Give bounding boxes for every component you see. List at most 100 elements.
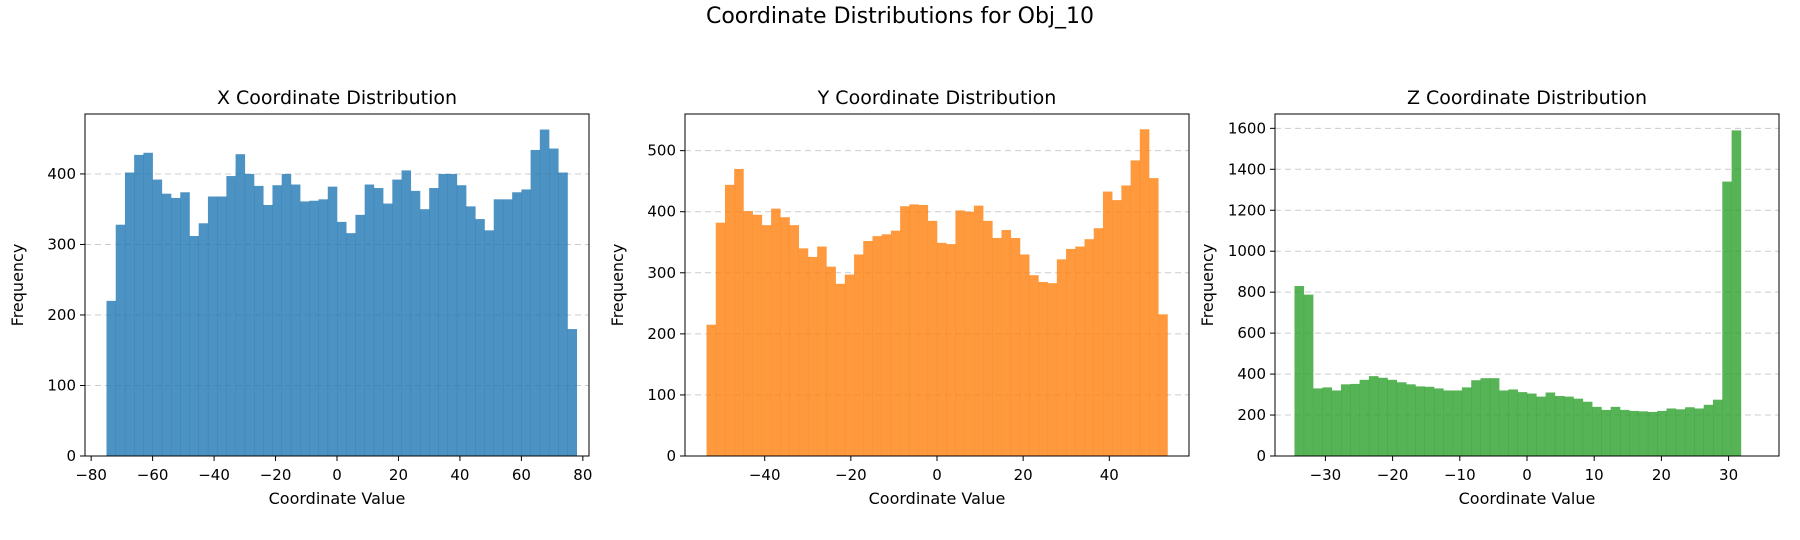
histogram-bar bbox=[530, 149, 541, 456]
y-tick-label: 300 bbox=[47, 235, 76, 253]
x-tick-label: −20 bbox=[1377, 466, 1409, 484]
histogram-bar bbox=[927, 220, 938, 456]
histogram-bar bbox=[1029, 275, 1039, 456]
y-axis-label: Frequency bbox=[608, 244, 627, 327]
histogram-bar bbox=[964, 211, 975, 456]
histogram-bar bbox=[1713, 399, 1723, 456]
histogram-bar bbox=[1461, 387, 1472, 456]
histogram-bar bbox=[558, 172, 568, 456]
histogram-bar bbox=[992, 237, 1002, 456]
histogram-bar bbox=[1396, 382, 1407, 456]
x-tick-label: −30 bbox=[1310, 466, 1342, 484]
histogram-bar bbox=[890, 230, 901, 456]
x-tick-label: −20 bbox=[835, 466, 867, 484]
histogram-bar bbox=[115, 224, 126, 456]
y-tick-label: 0 bbox=[666, 447, 676, 465]
histogram-bar bbox=[244, 173, 255, 456]
histogram-bar bbox=[1121, 185, 1131, 457]
histogram-bar bbox=[493, 199, 504, 456]
histogram-bar bbox=[771, 208, 781, 456]
histogram-bar bbox=[383, 203, 393, 456]
histogram-bar bbox=[475, 219, 485, 456]
histogram-bar bbox=[429, 188, 439, 456]
histogram-bar bbox=[1047, 283, 1058, 456]
histogram-bar bbox=[734, 168, 744, 456]
y-tick-label: 0 bbox=[66, 447, 76, 465]
histogram-bar bbox=[1620, 409, 1630, 456]
histogram-bar bbox=[1075, 246, 1085, 456]
histogram-bar bbox=[973, 205, 984, 456]
x-tick-label: −40 bbox=[749, 466, 781, 484]
histogram-bar bbox=[549, 148, 559, 456]
y-tick-label: 1200 bbox=[1228, 201, 1266, 219]
histogram-bar bbox=[1527, 393, 1537, 456]
histogram-bar bbox=[152, 179, 163, 456]
y-tick-label: 100 bbox=[647, 386, 676, 404]
histogram-bar bbox=[1731, 130, 1742, 456]
histogram-bar bbox=[521, 189, 531, 457]
histogram-bar bbox=[1675, 409, 1686, 456]
histogram-bar bbox=[1685, 407, 1695, 456]
histogram-bar bbox=[1666, 408, 1677, 456]
histogram-bar bbox=[419, 209, 430, 456]
y-axis-label: Frequency bbox=[1198, 244, 1217, 327]
y-tick-label: 1000 bbox=[1228, 242, 1266, 260]
histogram-bar bbox=[1350, 383, 1360, 456]
histogram-bar bbox=[1517, 392, 1528, 456]
histogram-bar bbox=[789, 225, 800, 456]
histogram-bar bbox=[1443, 390, 1453, 456]
histogram-bar bbox=[798, 248, 809, 456]
histogram-bar bbox=[1149, 178, 1159, 456]
y-tick-label: 0 bbox=[1256, 447, 1266, 465]
histogram-bar bbox=[1130, 160, 1141, 456]
histogram-bar bbox=[835, 283, 846, 456]
histogram-bar bbox=[1499, 390, 1509, 456]
histogram-bar bbox=[143, 152, 153, 456]
x-tick-label: −10 bbox=[1444, 466, 1476, 484]
histogram-bar bbox=[844, 274, 855, 456]
histogram-bar bbox=[1066, 248, 1076, 456]
histogram-bar bbox=[715, 222, 726, 456]
histogram-bar bbox=[1433, 388, 1444, 456]
x-tick-label: −40 bbox=[198, 466, 230, 484]
histogram-bar bbox=[1378, 377, 1388, 456]
y-tick-label: 200 bbox=[1237, 406, 1266, 424]
histogram-bar bbox=[1001, 230, 1012, 456]
histogram-bar bbox=[539, 129, 550, 456]
x-axis-label: Coordinate Value bbox=[269, 489, 406, 508]
histogram-bar bbox=[761, 225, 772, 456]
histogram-bar bbox=[1452, 390, 1463, 456]
x-tick-label: −60 bbox=[137, 466, 169, 484]
subplot-title: X Coordinate Distribution bbox=[217, 87, 457, 109]
histogram-bar bbox=[1582, 401, 1593, 456]
histogram-bar bbox=[1545, 392, 1556, 456]
histogram-bar bbox=[1112, 200, 1122, 456]
histogram-bar bbox=[706, 324, 717, 456]
histogram-bar bbox=[318, 199, 329, 456]
histogram-bar bbox=[290, 184, 301, 457]
histogram-bar bbox=[1368, 376, 1379, 456]
histogram-bar bbox=[1703, 404, 1714, 456]
x-axis-label: Coordinate Value bbox=[1459, 489, 1596, 508]
histogram-bar bbox=[512, 192, 522, 457]
histogram-bar bbox=[226, 176, 236, 457]
histogram-bar bbox=[106, 300, 117, 456]
histogram-bar bbox=[235, 154, 246, 456]
histogram-bar bbox=[466, 206, 476, 456]
histogram-bar bbox=[1601, 409, 1612, 456]
histogram-bar bbox=[1610, 406, 1621, 456]
y-axis-label: Frequency bbox=[8, 244, 27, 327]
histogram-bar bbox=[567, 329, 578, 456]
y-tick-label: 400 bbox=[1237, 365, 1266, 383]
histogram-bar bbox=[1313, 388, 1323, 456]
x-tick-label: 20 bbox=[1014, 466, 1033, 484]
subplot-z: 0 200 400 600 800 1000 1200 1400 1600 −30 −20 −10 0 1… bbox=[1198, 87, 1780, 508]
histogram-bar bbox=[955, 210, 965, 456]
histogram-bar bbox=[826, 266, 836, 456]
histogram-bar bbox=[918, 204, 929, 456]
histogram-bar bbox=[881, 234, 892, 456]
histogram-bar bbox=[1573, 398, 1584, 456]
x-tick-label: 0 bbox=[332, 466, 342, 484]
